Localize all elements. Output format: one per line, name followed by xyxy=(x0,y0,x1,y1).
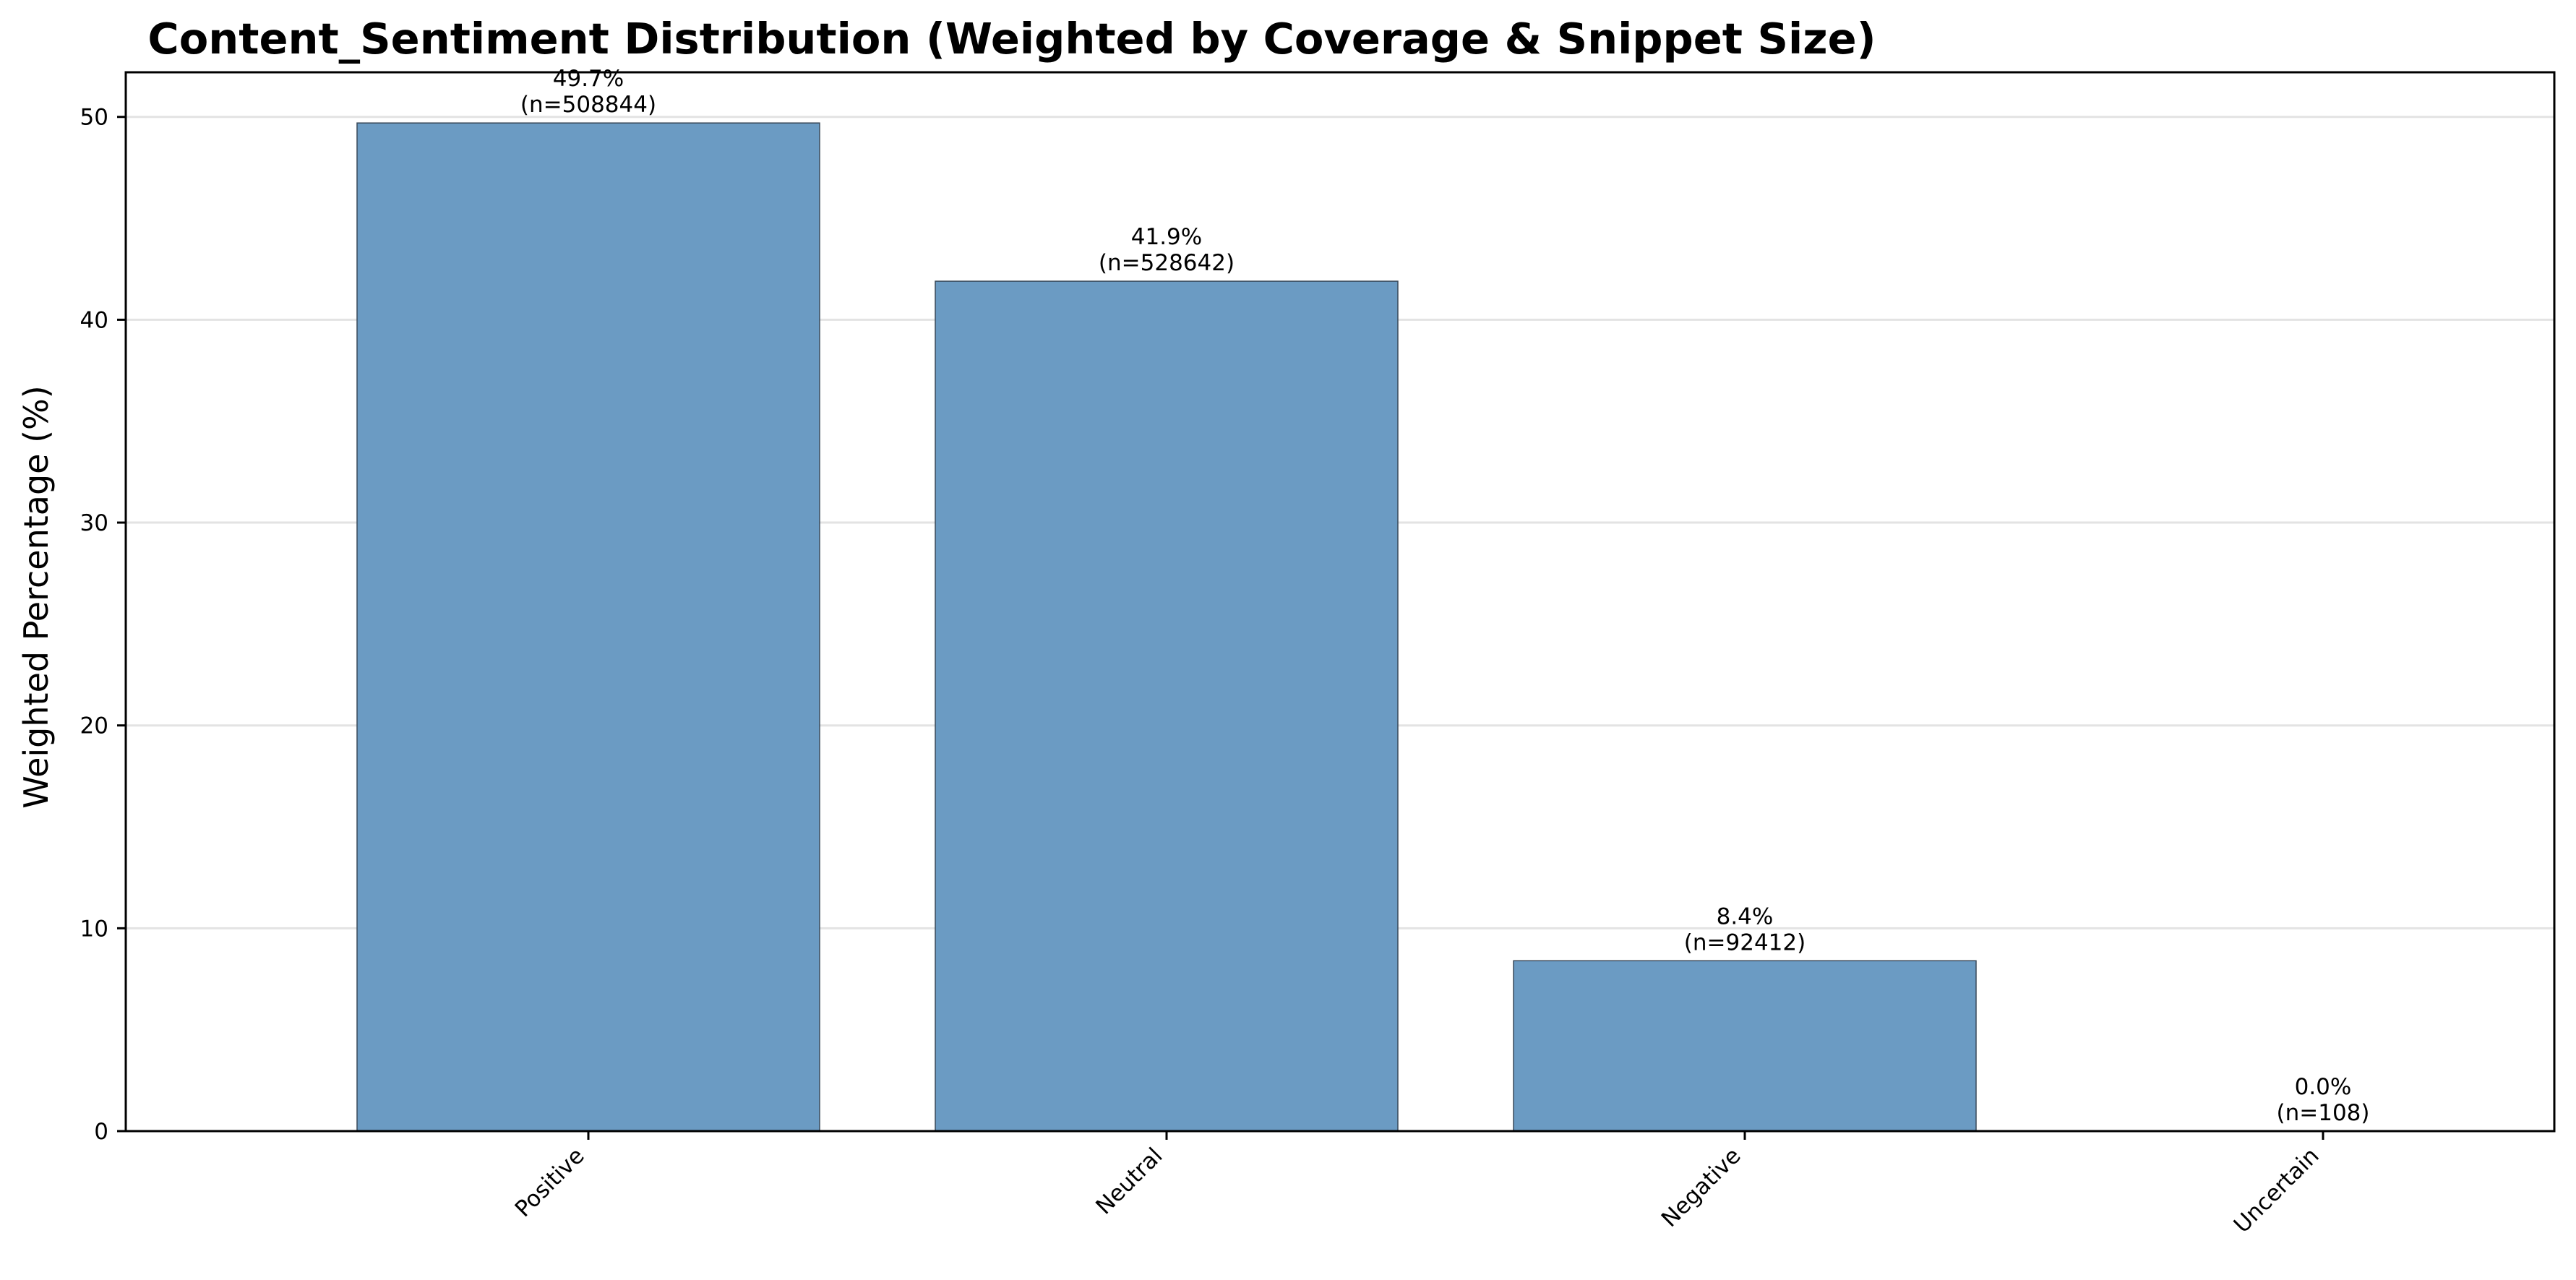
chart-title: Content_Sentiment Distribution (Weighted… xyxy=(147,14,1876,64)
data-label-percent: 49.7% xyxy=(553,66,624,92)
data-labels: 49.7%(n=508844) 41.9%(n=528642) 8.4%(n=924… xyxy=(520,66,2370,1126)
x-tick-label: Neutral xyxy=(1091,1143,1167,1219)
bar-positive xyxy=(356,122,820,1132)
y-axis-label: Weighted Percentage (%) xyxy=(17,385,56,808)
x-axis: Positive Neutral Negative Uncertain xyxy=(510,1131,2324,1238)
y-tick-label: 10 xyxy=(80,916,108,942)
data-label-count: (n=92412) xyxy=(1684,929,1806,955)
data-label-count: (n=528642) xyxy=(1099,250,1235,276)
x-tick-label: Positive xyxy=(510,1143,590,1222)
data-label-count: (n=508844) xyxy=(520,92,656,118)
y-tick-label: 40 xyxy=(80,307,108,333)
data-label-percent: 8.4% xyxy=(1717,903,1774,929)
y-axis: 0 10 20 30 40 50 xyxy=(80,105,126,1145)
x-tick-label: Negative xyxy=(1657,1143,1746,1232)
data-label-percent: 0.0% xyxy=(2295,1074,2352,1100)
y-tick-label: 0 xyxy=(94,1119,108,1145)
data-label-count: (n=108) xyxy=(2277,1100,2370,1126)
plot-frame xyxy=(124,71,2556,1133)
bar-negative xyxy=(1513,960,1977,1132)
y-tick-label: 30 xyxy=(80,510,108,536)
y-tick-label: 20 xyxy=(80,713,108,739)
x-tick-label: Uncertain xyxy=(2229,1143,2324,1238)
bars xyxy=(356,122,1977,1132)
data-label-percent: 41.9% xyxy=(1131,224,1202,250)
bar-neutral xyxy=(935,280,1399,1132)
y-tick-label: 50 xyxy=(80,105,108,131)
